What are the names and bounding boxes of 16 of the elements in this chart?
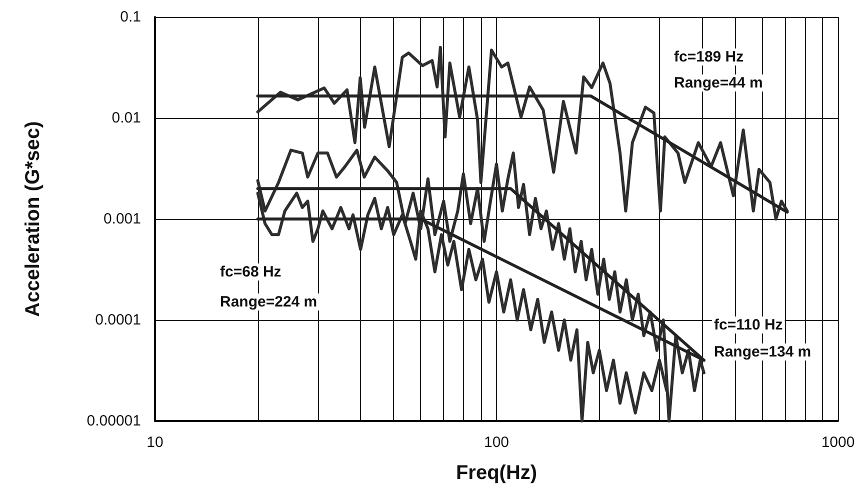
- y-tick-label: 0.01: [112, 110, 141, 126]
- y-axis-title: Acceleration (G*sec): [22, 121, 44, 317]
- x-tick-label: 100: [484, 434, 510, 451]
- x-tick-label: 1000: [821, 434, 855, 451]
- y-tick-label: 0.0001: [95, 312, 141, 328]
- annotation: fc=68 Hz: [220, 264, 282, 280]
- x-axis-title: Freq(Hz): [456, 462, 538, 484]
- y-tick-label: 0.001: [103, 210, 141, 228]
- annotation: Range=224 m: [220, 294, 318, 310]
- y-tick-label: 0.1: [120, 8, 141, 26]
- y-tick-label: 0.00001: [86, 412, 141, 430]
- annotation: fc=189 Hz: [674, 48, 744, 66]
- x-tick-label: 10: [146, 434, 164, 451]
- annotation: Range=44 m: [674, 74, 763, 92]
- annotation: fc=110 Hz: [714, 316, 783, 334]
- annotation: Range=134 m: [714, 344, 812, 360]
